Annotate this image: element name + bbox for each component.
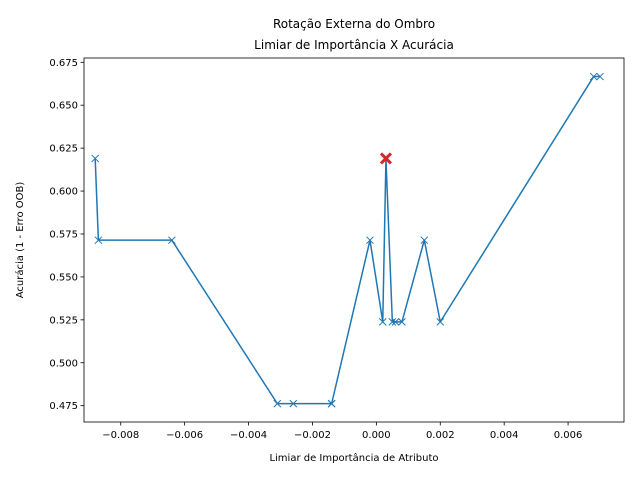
- y-tick-label: 0.525: [49, 315, 78, 326]
- series-line: [94, 75, 601, 405]
- data-point-marker: [596, 72, 604, 81]
- x-tick-label: −0.008: [102, 430, 139, 441]
- data-point-marker: [436, 318, 445, 326]
- y-tick-label: 0.475: [49, 401, 78, 412]
- data-point-marker: [398, 318, 406, 326]
- ticks-layer: −0.008 −0.006 −0.004 −0.002 0.000 0.002 0.004 0…: [49, 58, 582, 441]
- y-tick-label: 0.600: [49, 187, 78, 198]
- x-tick-label: 0.004: [490, 430, 519, 441]
- y-tick-label: 0.675: [49, 58, 78, 69]
- data-point-marker: [420, 236, 429, 245]
- data-point-marker: [366, 236, 374, 245]
- data-point-marker: [91, 154, 100, 163]
- y-tick-label: 0.650: [49, 101, 78, 112]
- x-tick-label: −0.004: [230, 430, 267, 441]
- x-tick-label: 0.000: [362, 430, 391, 441]
- plot-area: [91, 72, 604, 408]
- data-point-marker: [168, 236, 176, 245]
- data-point-marker: [94, 236, 103, 245]
- x-tick-label: −0.006: [166, 430, 203, 441]
- chart-title-line-1: Rotação Externa do Ombro: [273, 17, 435, 31]
- x-tick-label: 0.002: [426, 430, 455, 441]
- y-tick-label: 0.550: [49, 272, 78, 283]
- data-point-marker: [388, 318, 397, 326]
- x-axis-label: Limiar de Importância de Atributo: [269, 452, 438, 464]
- chart-title: Rotação Externa do Ombro Limiar de Impor…: [254, 17, 454, 52]
- data-point-marker: [391, 318, 400, 326]
- x-tick-label: −0.002: [294, 430, 331, 441]
- y-tick-label: 0.575: [49, 229, 78, 240]
- x-tick-label: 0.006: [554, 430, 583, 441]
- y-tick-label: 0.500: [49, 358, 78, 369]
- data-point-marker: [327, 399, 336, 408]
- y-axis-label: Acurácia (1 - Erro OOB): [14, 182, 26, 299]
- data-point-marker: [589, 72, 598, 81]
- chart-title-line-2: Limiar de Importância X Acurácia: [254, 38, 454, 52]
- y-tick-label: 0.625: [49, 144, 78, 155]
- plot-frame: [83, 57, 625, 423]
- best-point-marker: [379, 152, 393, 165]
- data-point-marker: [378, 318, 387, 326]
- data-point-marker: [289, 399, 298, 408]
- data-point-marker: [273, 399, 282, 408]
